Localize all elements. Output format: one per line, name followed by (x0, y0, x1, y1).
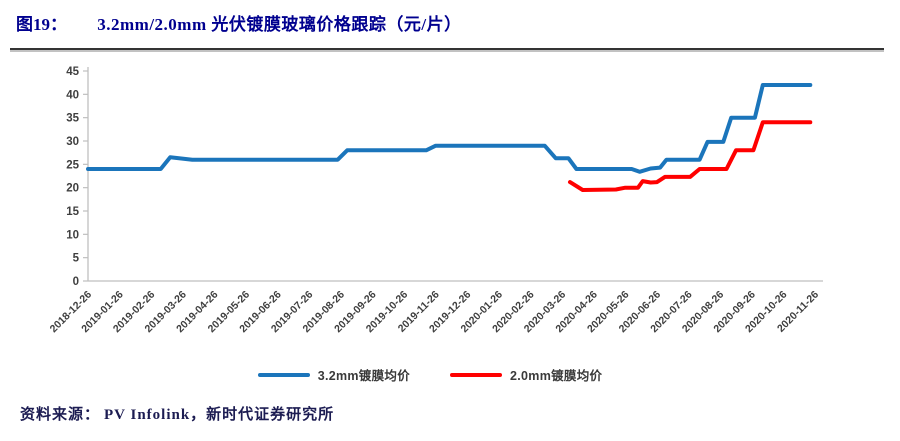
legend-label-2-0mm: 2.0mm镀膜均价 (510, 369, 603, 383)
figure-number-label: 图19： (16, 15, 67, 34)
legend-item-3-2mm: 3.2mm镀膜均价 (257, 365, 410, 384)
y-axis-label: 45 (66, 66, 79, 78)
source-note: 资料来源： PV Infolink，新时代证券研究所 (20, 403, 334, 424)
chart-legend: 3.2mm镀膜均价 2.0mm镀膜均价 (0, 365, 860, 384)
figure-title: 3.2mm/2.0mm 光伏镀膜玻璃价格跟踪（元/片） (97, 15, 462, 34)
price-line-chart: 45 40 35 30 25 20 15 10 5 0 2018-12-26 2019-01-26 20… (0, 56, 900, 356)
y-axis-label: 40 (66, 89, 79, 101)
source-text: PV Infolink，新时代证券研究所 (104, 407, 335, 423)
chart-canvas: 4540353025201510502018-12-262019-01-2620… (48, 66, 823, 335)
series-line-2-0mm (568, 120, 813, 192)
figure-header: 图19： 3.2mm/2.0mm 光伏镀膜玻璃价格跟踪（元/片） (16, 10, 886, 35)
header-divider-rule (10, 48, 884, 50)
y-axis-label: 30 (66, 136, 79, 148)
legend-item-2-0mm: 2.0mm镀膜均价 (450, 365, 602, 384)
y-axis-label: 15 (66, 206, 79, 218)
y-axis-label: 20 (66, 183, 79, 195)
y-axis-label: 10 (66, 229, 79, 241)
legend-line-swatch-red (450, 372, 502, 377)
legend-line-swatch-blue (257, 372, 310, 377)
y-axis-label: 5 (73, 253, 80, 265)
y-axis-label: 25 (66, 159, 79, 171)
series-line-3-2mm (86, 83, 813, 174)
legend-label-3-2mm: 3.2mm镀膜均价 (317, 369, 410, 383)
source-label: 资料来源： (20, 407, 101, 423)
y-axis-label: 0 (73, 276, 79, 288)
y-axis-label: 35 (66, 113, 79, 125)
